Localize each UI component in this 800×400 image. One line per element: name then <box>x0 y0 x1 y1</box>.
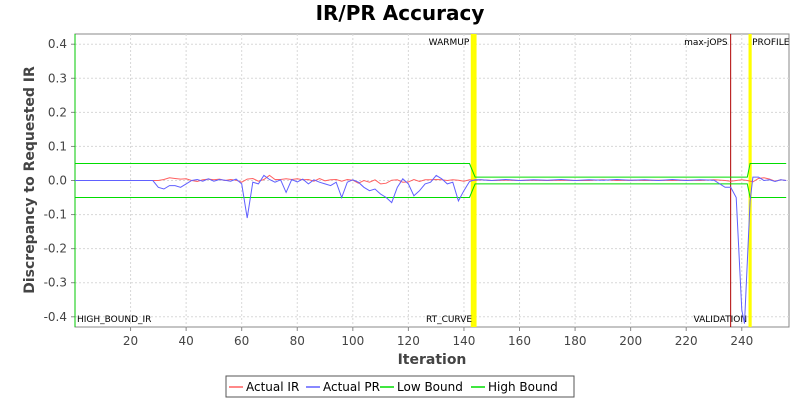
x-tick-label: 140 <box>452 334 475 348</box>
y-axis-label: Discrepancy to Requested IR <box>22 66 38 294</box>
x-tick-label: 120 <box>397 334 420 348</box>
y-tick-label: -0.1 <box>44 208 67 222</box>
marker-label: RT_CURVE <box>426 315 472 325</box>
legend-box <box>225 375 575 398</box>
x-tick-label: 180 <box>564 334 587 348</box>
x-tick-label: 100 <box>341 334 364 348</box>
marker-label: PROFILE <box>752 38 790 48</box>
series-line <box>75 163 787 178</box>
y-tick-label: 0.1 <box>48 139 67 153</box>
y-tick-label: -0.3 <box>44 276 67 290</box>
x-tick-label: 220 <box>675 334 698 348</box>
y-tick-label: -0.4 <box>44 310 67 324</box>
series-line <box>75 174 787 324</box>
x-tick-label: 40 <box>178 334 193 348</box>
marker-label: HIGH_BOUND_IR <box>77 315 151 325</box>
x-tick-label: 240 <box>730 334 753 348</box>
chart-title: IR/PR Accuracy <box>316 1 485 25</box>
legend-label: Actual IR <box>246 380 299 394</box>
y-tick-label: 0.2 <box>48 105 67 119</box>
series-lines <box>75 163 787 324</box>
marker-label: VALIDATION <box>693 315 747 325</box>
marker-label: WARMUP <box>429 38 470 48</box>
marker-label: max-jOPS <box>684 38 728 48</box>
y-tick-label: 0.0 <box>48 174 67 188</box>
y-axis-ticks: 0.4 0.3 0.2 0.1 0.0 -0.1 -0.2 -0.3 -0.4 <box>44 37 75 324</box>
x-axis-label: Iteration <box>398 352 467 368</box>
x-tick-label: 160 <box>508 334 531 348</box>
x-tick-label: 80 <box>290 334 305 348</box>
x-tick-label: 200 <box>619 334 642 348</box>
grid-lines <box>75 34 789 327</box>
legend-label: High Bound <box>488 380 558 394</box>
y-tick-label: -0.2 <box>44 242 67 256</box>
x-tick-label: 20 <box>123 334 138 348</box>
legend-label: Actual PR <box>323 380 380 394</box>
x-tick-label: 60 <box>234 334 249 348</box>
legend-label: Low Bound <box>397 380 463 394</box>
legend: Actual IR Actual PR Low Bound High Bound <box>229 380 558 394</box>
y-tick-label: 0.4 <box>48 37 67 51</box>
series-line <box>75 174 787 185</box>
y-tick-label: 0.3 <box>48 71 67 85</box>
x-axis-ticks: 20 40 60 80 100 120 140 160 180 200 220 240 <box>123 327 753 348</box>
